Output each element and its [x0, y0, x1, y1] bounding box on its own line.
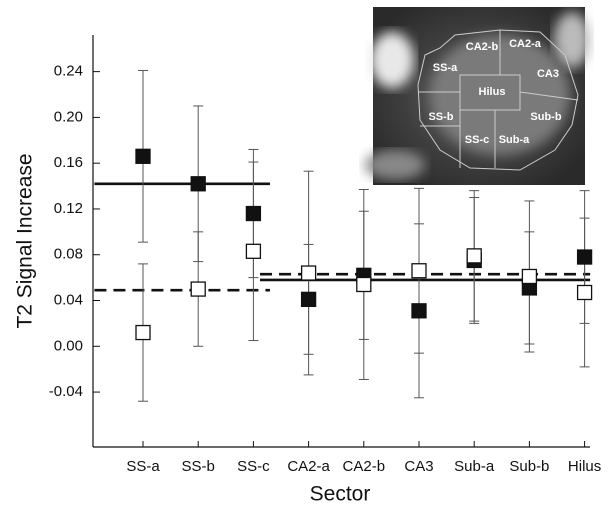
x-tick-label: Hilus	[568, 458, 601, 475]
data-point	[521, 268, 538, 285]
y-tick-label: 0.16	[54, 154, 83, 171]
x-tick-label: Sub-a	[454, 458, 495, 475]
inset-label: SS-c	[465, 134, 489, 146]
y-tick-label: 0.12	[54, 200, 83, 217]
data-point	[300, 291, 317, 308]
inset-label: Hilus	[479, 86, 506, 98]
data-point	[356, 276, 372, 293]
data-point	[576, 284, 593, 301]
data-point	[245, 243, 262, 259]
y-tick-label: 0.24	[54, 63, 83, 80]
inset-label: SS-b	[428, 111, 453, 123]
inset-label: Sub-a	[499, 134, 530, 146]
inset-label: CA2-a	[509, 38, 542, 50]
y-tick-label: 0.04	[54, 291, 83, 308]
inset-label: SS-a	[433, 62, 458, 74]
y-tick-label: 0.08	[54, 246, 83, 263]
x-tick-label: Sub-b	[509, 458, 549, 475]
y-tick-label: 0.00	[54, 337, 83, 354]
data-point	[300, 265, 317, 281]
y-axis-title: T2 Signal Increase	[14, 153, 37, 328]
x-tick-label: SS-a	[126, 458, 160, 475]
data-point	[576, 249, 593, 265]
y-tick-label: 0.20	[54, 108, 83, 125]
y-tick-label: -0.04	[49, 383, 83, 400]
data-point	[190, 281, 206, 297]
data-point	[245, 205, 262, 222]
data-point	[135, 324, 151, 341]
inset-label: CA3	[537, 68, 559, 80]
x-tick-label: CA2-a	[287, 458, 330, 475]
x-tick-label: CA3	[404, 458, 433, 475]
inset-image	[365, 7, 590, 185]
x-tick-label: SS-b	[182, 458, 215, 475]
x-axis-title: Sector	[310, 483, 371, 506]
data-point	[411, 303, 427, 319]
x-tick-label: SS-c	[237, 458, 270, 475]
data-point	[135, 148, 151, 164]
data-point	[190, 176, 206, 192]
data-point	[411, 263, 427, 279]
inset-label: CA2-b	[466, 41, 499, 53]
x-tick-label: CA2-b	[343, 458, 386, 475]
inset-label: Sub-b	[530, 111, 561, 123]
data-point	[466, 248, 482, 264]
